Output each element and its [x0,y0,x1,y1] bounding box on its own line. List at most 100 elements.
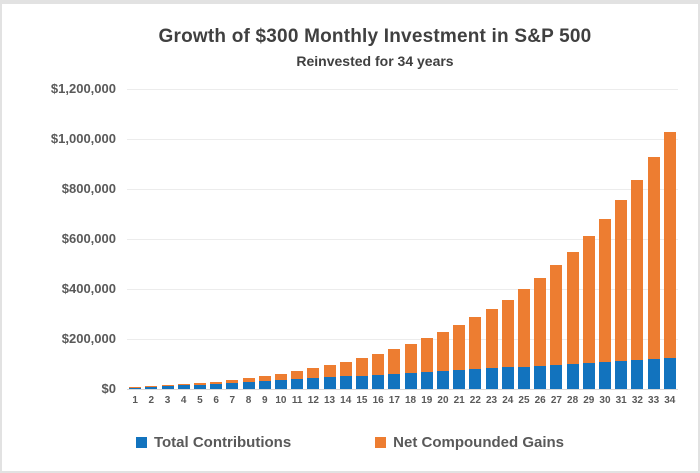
stacked-bar-year-5 [193,383,206,389]
bar-segment-gains [355,357,368,376]
bar-slot [467,89,483,389]
gridline [127,339,678,340]
bar-segment-gains [436,331,449,371]
x-tick-label: 3 [164,395,171,406]
bar-segment-gains [404,343,417,373]
stacked-bar-year-8 [242,378,255,389]
bar-slot [532,89,548,389]
stacked-bar-year-22 [469,317,482,389]
stacked-bar-year-10 [274,373,287,389]
legend-item: Total Contributions [135,434,292,451]
bar-segment-gains [307,368,320,379]
bar-segment-contributions [582,362,595,389]
y-tick-label: $1,000,000 [50,131,116,146]
bar-slot [257,89,273,389]
x-tick-label: 27 [550,395,562,406]
bar-segment-gains [339,361,352,377]
x-tick-label: 25 [518,395,530,406]
stacked-bar-year-28 [566,251,579,389]
bar-segment-gains [210,381,223,384]
bar-slot [613,89,629,389]
x-tick-label: 26 [534,395,546,406]
x-tick-label: 4 [180,395,187,406]
bar-segment-contributions [388,373,401,389]
bar-segment-gains [129,387,142,389]
x-tick-label: 16 [372,395,384,406]
legend: Total Contributions Net Compounded Gains [2,434,698,451]
bar-slot [451,89,467,389]
x-tick-label: 28 [567,395,579,406]
bar-slot [240,89,256,389]
bar-segment-contributions [647,359,660,389]
bar-segment-gains [582,236,595,363]
x-tick-label: 12 [307,395,319,406]
bar-segment-contributions [420,371,433,389]
bar-slot [176,89,192,389]
bar-slot [289,89,305,389]
bar-segment-contributions [274,380,287,389]
stacked-bar-year-7 [226,379,239,389]
bar-slot [646,89,662,389]
stacked-bar-year-26 [534,277,547,389]
bar-segment-gains [242,378,255,382]
stacked-bar-year-3 [161,385,174,389]
bar-segment-gains [177,384,190,386]
x-tick-label: 15 [356,395,368,406]
bar-segment-contributions [129,388,142,389]
stacked-bar-year-25 [517,289,530,389]
bar-segment-contributions [501,367,514,389]
x-tick-label: 13 [323,395,336,406]
stacked-bar-year-30 [598,219,611,389]
bar-slot [483,89,499,389]
bar-segment-contributions [566,363,579,389]
bar-slot [435,89,451,389]
x-tick-label: 21 [453,395,465,406]
x-tick-label: 18 [404,395,417,406]
bar-segment-gains [420,338,433,372]
bar-segment-contributions [469,369,482,389]
bar-segment-gains [388,349,401,374]
bar-slot [386,89,402,389]
plot-area [127,89,678,390]
bar-slot [597,89,613,389]
chart-subtitle: Reinvested for 34 years [296,53,454,69]
stacked-bar-year-23 [485,308,498,389]
bar-segment-contributions [485,368,498,389]
x-tick-label: 9 [261,395,268,406]
legend-swatch-icon [135,437,147,448]
x-tick-label: 5 [197,395,203,406]
legend-label: Total Contributions [153,434,292,451]
bar-segment-gains [615,200,628,362]
stacked-bar-year-33 [647,156,660,389]
stacked-bar-year-6 [210,381,223,389]
bar-slot [500,89,516,389]
bar-segment-gains [501,299,514,368]
chart-title: Growth of $300 Monthly Investment in S&P… [158,26,592,47]
bar-slot [273,89,289,389]
stacked-bar-year-12 [307,368,320,389]
x-tick-label: 1 [132,395,138,406]
bar-segment-contributions [145,387,158,389]
bar-segment-gains [598,219,611,362]
gridline [127,289,678,290]
stacked-bar-year-19 [420,338,433,389]
stacked-bar-year-2 [145,386,158,389]
bar-slot [581,89,597,389]
x-tick-label: 29 [583,395,595,406]
gridline [127,239,678,240]
x-tick-label: 20 [437,395,449,406]
x-tick-label: 34 [664,395,676,406]
bar-segment-contributions [339,376,352,389]
bar-segment-contributions [550,364,563,389]
bar-slot [370,89,386,389]
bar-segment-contributions [436,371,449,389]
stacked-bar-year-24 [501,299,514,389]
bar-slot [516,89,532,389]
bar-segment-contributions [307,378,320,389]
bar-segment-contributions [631,360,644,389]
bar-segment-contributions [453,370,466,389]
bar-slot [321,89,337,389]
bar-segment-contributions [258,380,271,389]
bar-segment-contributions [226,382,239,389]
bar-segment-contributions [177,385,190,389]
